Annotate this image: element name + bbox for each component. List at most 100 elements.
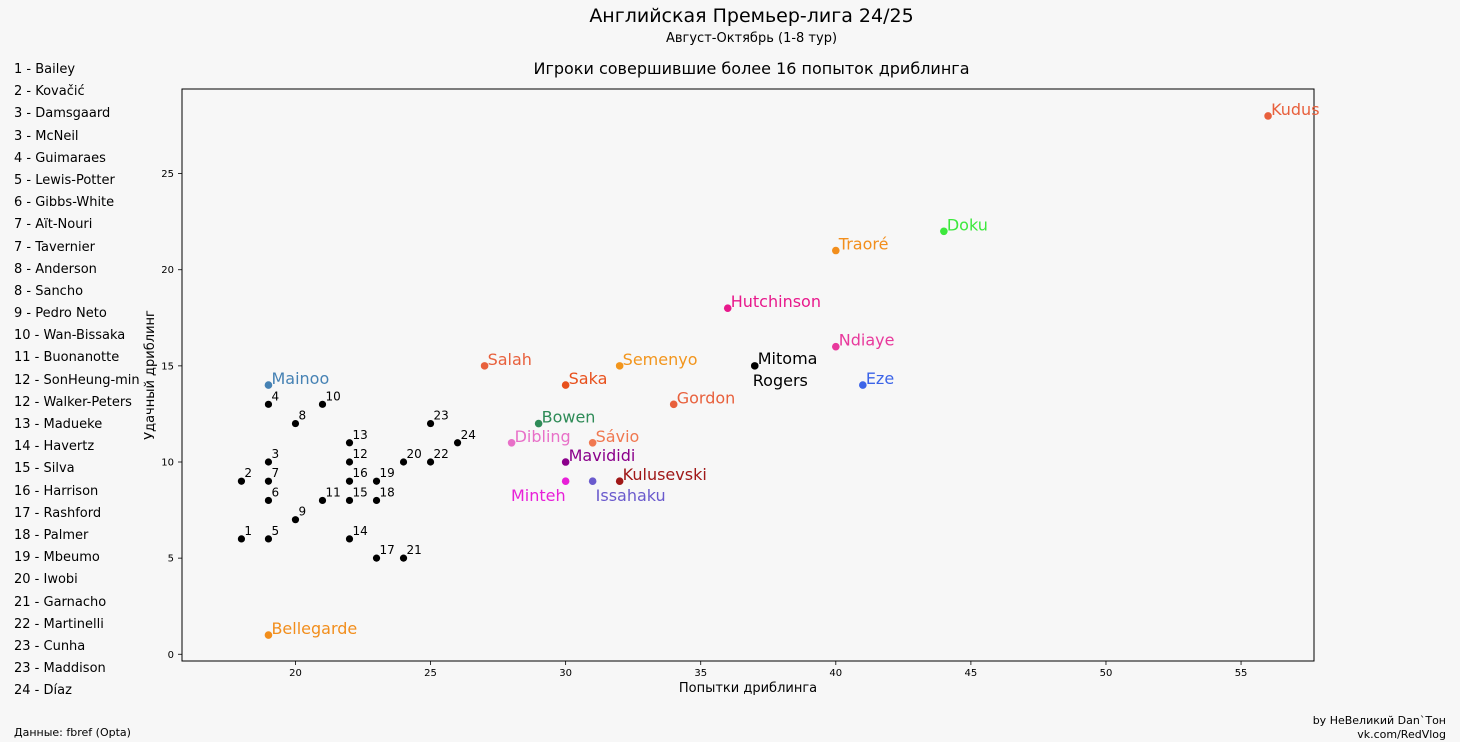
legend-item: 10 - Wan-Bissaka xyxy=(14,328,126,344)
legend-item: 12 - SonHeung-min xyxy=(14,372,140,388)
point-label: 17 xyxy=(380,543,395,557)
y-tick-label: 25 xyxy=(161,169,174,180)
plot-area xyxy=(181,88,1315,662)
point-label: 11 xyxy=(325,485,340,499)
point-label: 10 xyxy=(325,389,340,403)
data-point xyxy=(832,342,840,351)
data-point xyxy=(399,554,408,562)
point-label: 16 xyxy=(353,466,368,480)
page-title: Английская Премьер-лига 24/25 xyxy=(589,5,914,27)
point-label: Saka xyxy=(569,369,608,388)
data-point xyxy=(426,419,435,428)
legend-item: 19 - Mbeumo xyxy=(14,550,100,566)
legend-item: 12 - Walker-Peters xyxy=(14,394,132,410)
point-label: 21 xyxy=(407,543,422,557)
data-point xyxy=(291,419,300,428)
data-point xyxy=(480,362,489,370)
y-tick-label: 15 xyxy=(161,361,174,372)
chart-title: Игроки совершившие более 16 попыток дриб… xyxy=(533,59,970,78)
data-point xyxy=(453,439,462,447)
legend-item: 16 - Harrison xyxy=(14,483,99,499)
point-label: 5 xyxy=(271,524,279,538)
point-label: Mitoma xyxy=(758,349,818,368)
legend-item: 1 - Bailey xyxy=(14,62,76,77)
y-tick-label: 20 xyxy=(161,265,174,276)
legend-item: 21 - Garnacho xyxy=(14,594,107,610)
legend-item: 5 - Lewis-Potter xyxy=(14,172,115,188)
data-point xyxy=(940,227,948,236)
point-label: 15 xyxy=(353,485,368,499)
legend-item: 4 - Guimaraes xyxy=(14,150,106,166)
legend-item: 2 - Kovačić xyxy=(14,84,85,100)
y-tick-label: 5 xyxy=(168,554,174,565)
x-tick-label: 35 xyxy=(694,668,707,679)
point-label: 18 xyxy=(380,485,395,499)
data-point xyxy=(372,477,381,485)
data-point xyxy=(561,381,570,389)
point-label: 22 xyxy=(434,447,449,461)
legend-item: 9 - Pedro Neto xyxy=(14,306,107,322)
point-label: Minteh xyxy=(511,486,566,505)
point-label: 6 xyxy=(271,485,279,499)
point-label: Bowen xyxy=(542,408,596,427)
legend-item: 3 - McNeil xyxy=(14,128,79,144)
point-label: 4 xyxy=(271,389,279,403)
point-label: Doku xyxy=(947,215,988,234)
data-point xyxy=(372,496,381,505)
data-point xyxy=(237,535,246,543)
point-label: Semenyo xyxy=(623,350,698,369)
data-point xyxy=(345,477,354,485)
data-point xyxy=(1264,112,1272,120)
data-point xyxy=(588,438,597,447)
legend-item: 20 - Iwobi xyxy=(14,572,78,588)
x-tick-label: 25 xyxy=(424,668,437,679)
data-point xyxy=(669,400,678,409)
point-label: 2 xyxy=(244,466,252,480)
point-label: 19 xyxy=(380,466,395,480)
x-tick-label: 30 xyxy=(559,668,572,679)
legend-item: 8 - Sancho xyxy=(14,283,84,299)
data-point xyxy=(318,400,327,408)
data-point xyxy=(534,419,543,428)
point-label: Dibling xyxy=(515,427,571,446)
legend-item: 23 - Maddison xyxy=(14,661,106,677)
data-point xyxy=(588,477,597,486)
y-tick-label: 10 xyxy=(161,458,174,469)
legend-item: 24 - Díaz xyxy=(14,683,72,699)
x-axis-label: Попытки дриблинга xyxy=(679,681,817,696)
legend-item: 17 - Rashford xyxy=(14,505,102,521)
data-point xyxy=(264,496,273,505)
point-label: Rogers xyxy=(753,371,808,390)
y-tick-label: 0 xyxy=(168,650,174,661)
legend-item: 6 - Gibbs-White xyxy=(14,195,115,211)
x-tick-label: 45 xyxy=(965,668,978,679)
data-point xyxy=(561,458,570,466)
point-label: Mainoo xyxy=(271,369,329,388)
data-point xyxy=(399,458,408,466)
data-point xyxy=(561,477,570,486)
point-label: Mavididi xyxy=(569,446,636,465)
data-point xyxy=(345,458,354,466)
point-label: 8 xyxy=(298,409,306,423)
point-label: 3 xyxy=(271,447,279,461)
point-label: Bellegarde xyxy=(271,619,357,638)
point-label: Kulusevski xyxy=(623,465,707,484)
point-label: 14 xyxy=(353,524,368,538)
data-point xyxy=(237,477,246,485)
point-label: 1 xyxy=(244,524,252,538)
data-point xyxy=(750,362,759,370)
legend-item: 7 - Tavernier xyxy=(14,239,95,255)
legend-item: 22 - Martinelli xyxy=(14,616,104,632)
point-label: 23 xyxy=(434,409,449,423)
page-subtitle: Август-Октябрь (1-8 тур) xyxy=(665,31,838,46)
data-point xyxy=(507,438,516,447)
data-point xyxy=(615,477,624,486)
data-point xyxy=(372,554,381,562)
point-label: 12 xyxy=(353,447,368,461)
point-label: Ndiaye xyxy=(839,331,895,350)
point-label: Eze xyxy=(866,369,894,388)
data-point xyxy=(264,400,273,408)
author-credit: by НеВеликий Dan`Тон vk.com/RedVlog xyxy=(1313,714,1446,742)
legend-item: 3 - Damsgaard xyxy=(14,106,111,122)
